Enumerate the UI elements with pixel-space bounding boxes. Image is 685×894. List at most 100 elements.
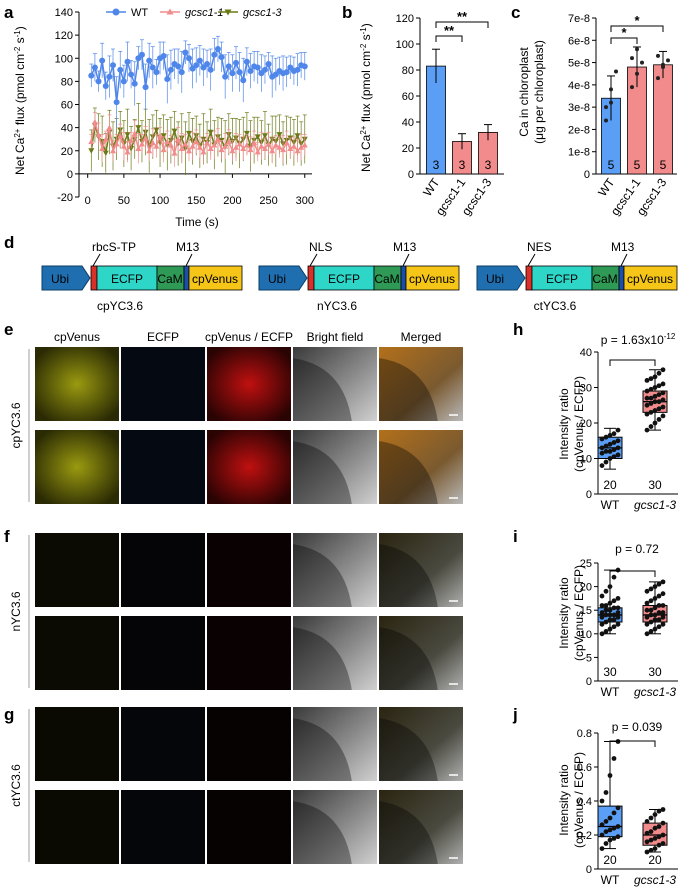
tissue-shadow [379,718,438,781]
data-point-WT [207,66,214,73]
chart-a-ytick-label: 100 [55,53,73,65]
data-point-gcsc1-3 [656,370,662,376]
data-point-gcsc1-3 [652,420,658,426]
panel-label-g: g [4,705,14,724]
chart-c: Ca in chloroplast (μg per chloroplast) 0… [517,13,677,218]
column-header: cpVenus [54,330,100,344]
data-point-WT [599,822,605,828]
data-point-gcsc1-3 [660,610,666,615]
data-point-gcsc1-3 [135,125,142,131]
chart-a: Net Ca2+ flux (pmol cm-2 s-1) Time (s) W… [13,7,314,229]
chart-b-ytick-label: 100 [396,39,414,51]
chart-i-ytick-label: 10 [580,629,592,641]
data-point-WT [603,629,609,634]
data-point-gcsc1-1 [164,138,171,144]
data-point-gcsc1-3 [656,610,662,615]
data-point-gcsc1-3 [656,624,662,630]
chart-h-ylabel2: (cpVenus / ECFP) [572,376,586,472]
data-point-WT [615,824,621,829]
data-point-gcsc1-3 [644,402,650,408]
chart-j-ytick-label: 0 [586,864,592,876]
data-point-WT [603,819,609,824]
data-point-gcsc1-1 [131,130,138,136]
data-point-gcsc1-3 [644,588,650,594]
data-point-gcsc1-1 [95,131,102,138]
chart-a-ytick-label: 120 [55,30,73,42]
data-point-WT [178,69,185,76]
ecfp-label: ECFP [111,272,143,286]
data-point-WT [218,54,225,61]
chart-c-significance-mark: * [634,13,640,28]
data-point-gcsc1-1 [91,118,98,125]
chart-c-ylabel2: (μg per chloroplast) [532,40,546,144]
data-point-gcsc1-3 [656,392,662,397]
chart-j-significance-bracket [609,740,656,747]
tissue-shadow [293,441,352,504]
chart-j-ytick-label: 0.8 [577,728,592,740]
data-point-gcsc1-3 [652,399,658,405]
data-point-gcsc1-3 [652,596,658,601]
chart-i-ylabel2: (cpVenus / ECFP) [572,565,586,661]
micrograph-tile [293,533,377,607]
data-point-WT [102,83,109,89]
tissue-shadow [293,358,352,421]
chart-h-xtick-label: WT [601,498,620,512]
data-point-gcsc1-1 [635,47,639,52]
micrograph-tile [293,347,377,421]
data-point-gcsc1-3 [660,413,666,419]
data-point-WT [607,617,613,623]
data-point-gcsc1-3 [661,62,665,67]
cpvenus-label: cpVenus [409,272,455,286]
data-point-gcsc1-1 [88,138,95,144]
data-point-WT [599,450,605,456]
legend-gcsc1-3-marker [224,9,232,16]
data-point-gcsc1-3 [660,841,666,846]
data-point-WT [599,631,605,637]
chart-c-n-label: 5 [608,158,615,172]
data-point-WT [233,59,240,66]
chart-a-xtick-label: 200 [223,195,241,207]
chart-i-n-label: 30 [648,665,662,679]
data-point-gcsc1-3 [644,614,650,620]
chart-b-ylabel: Net Ca2+ flux (pmol cm-2 s-1) [359,23,373,172]
data-point-gcsc1-3 [652,393,658,399]
data-point-gcsc1-3 [656,808,662,814]
data-point-WT [603,603,609,608]
data-point-gcsc1-1 [243,141,250,148]
micrograph-tile [121,790,205,864]
data-point-WT [604,118,608,123]
data-point-gcsc1-1 [153,143,160,149]
cam-label: CaM [157,272,182,286]
panel-label-i: i [513,527,518,546]
data-point-gcsc1-1 [120,143,127,149]
group-label: ctYC3.6 [9,764,23,807]
data-point-gcsc1-3 [652,617,658,623]
chart-c-ytick-label: 7e-8 [568,13,590,25]
tag-pointer [527,253,536,267]
data-point-WT [603,588,609,594]
data-point-gcsc1-3 [660,603,666,608]
tissue-shadow [379,801,438,864]
data-point-gcsc1-1 [128,137,135,143]
targeting-signal [307,265,315,291]
chart-i-pvalue: p = 0.72 [615,542,659,556]
chart-b-n-label: 3 [433,158,440,172]
micrograph-tile [207,616,291,690]
data-point-WT [254,64,261,71]
data-point-gcsc1-3 [660,832,666,838]
data-point-WT [599,463,605,468]
panel-label-b: b [342,3,352,22]
data-point-WT [95,78,102,85]
construct-name: cpYC3.6 [97,299,143,313]
m13-label: M13 [393,240,417,254]
ecfp-box [96,265,158,291]
cpvenus-label: cpVenus [627,272,673,286]
data-point-gcsc1-1 [142,135,149,141]
data-point-gcsc1-3 [660,390,666,396]
micrograph-tile [121,430,205,504]
chart-c-significance-mark: * [621,25,627,40]
data-point-WT [607,441,613,447]
data-point-WT [110,62,117,69]
chart-j-ylabel2: (cpVenus / ECFP) [572,752,586,848]
